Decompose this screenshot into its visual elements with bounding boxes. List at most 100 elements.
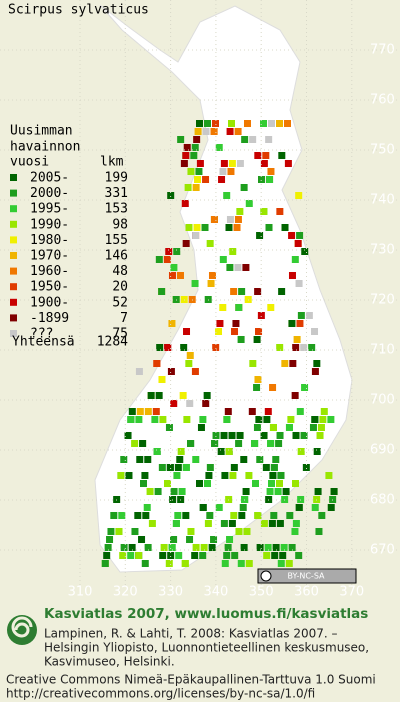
dot xyxy=(153,448,161,455)
dot xyxy=(277,472,285,479)
dot xyxy=(320,408,328,415)
dot xyxy=(268,120,275,127)
dot xyxy=(182,512,190,519)
observation-dots xyxy=(101,120,338,567)
dot xyxy=(249,360,257,367)
dot xyxy=(165,560,173,567)
dot xyxy=(227,168,235,175)
legend-swatch xyxy=(10,205,17,213)
dot xyxy=(237,560,245,567)
dot xyxy=(202,176,210,183)
legend-swatch xyxy=(10,189,17,197)
dot xyxy=(210,536,218,543)
dot xyxy=(238,288,246,295)
dot xyxy=(271,552,279,559)
dot xyxy=(260,160,268,167)
legend-count: 199 xyxy=(105,171,128,186)
dot xyxy=(173,472,181,479)
dot xyxy=(191,368,199,375)
legend-count: 20 xyxy=(112,280,128,295)
grid-x-label: 310 xyxy=(68,585,93,600)
dot xyxy=(144,408,152,415)
dot xyxy=(228,160,236,167)
dot xyxy=(308,344,316,351)
dot xyxy=(165,424,173,431)
dot xyxy=(240,184,248,191)
dot xyxy=(115,528,123,535)
dot xyxy=(281,360,289,367)
dot xyxy=(314,488,322,495)
dot xyxy=(220,160,228,167)
dot xyxy=(183,416,191,423)
dot xyxy=(230,512,238,519)
legend-column: lkm xyxy=(100,155,124,170)
dot xyxy=(163,256,171,263)
dot xyxy=(167,368,175,375)
dot xyxy=(253,336,261,343)
dot xyxy=(168,544,176,551)
dot xyxy=(176,456,184,463)
legend-total: 1284 xyxy=(97,335,128,350)
dot xyxy=(146,488,154,495)
dot xyxy=(192,184,200,191)
dot xyxy=(330,488,338,495)
dot xyxy=(292,480,299,487)
dot xyxy=(167,192,175,199)
legend-swatch xyxy=(10,236,17,244)
dot xyxy=(196,160,204,167)
dot xyxy=(289,360,297,367)
legend-total-label: Yhteensä xyxy=(12,335,75,350)
dot xyxy=(136,408,144,415)
legend-label: 1990- xyxy=(30,217,69,232)
dot xyxy=(180,344,188,351)
legend-label: 1995- xyxy=(30,202,69,217)
dot xyxy=(317,424,325,431)
dot xyxy=(204,480,211,487)
dot xyxy=(191,280,199,287)
dot xyxy=(184,184,192,191)
dot xyxy=(106,536,114,543)
dot xyxy=(297,312,305,319)
dot xyxy=(196,120,203,127)
dot xyxy=(195,168,203,175)
dot xyxy=(217,448,225,455)
dot xyxy=(313,448,321,455)
dot xyxy=(182,152,190,159)
dot xyxy=(228,432,236,439)
legend-swatch xyxy=(10,174,17,181)
dot xyxy=(272,456,280,463)
dot xyxy=(263,552,271,559)
dot xyxy=(269,424,277,431)
grid-x-label: 360 xyxy=(294,585,319,600)
dot xyxy=(147,392,155,399)
dot xyxy=(224,544,232,551)
dot xyxy=(254,152,262,159)
dot xyxy=(186,536,194,543)
dot xyxy=(295,280,303,287)
dot xyxy=(327,504,335,511)
grid-y-label: 710 xyxy=(370,343,395,358)
dot xyxy=(266,488,274,495)
dot xyxy=(212,344,220,351)
dot xyxy=(206,464,214,471)
dot xyxy=(200,544,208,551)
legend-label: 2000- xyxy=(30,186,69,201)
dot xyxy=(235,528,243,535)
dot xyxy=(168,272,176,279)
legend-count: 153 xyxy=(105,202,128,217)
dot xyxy=(276,344,284,351)
dot xyxy=(269,384,277,391)
legend-swatch xyxy=(10,298,17,306)
dot xyxy=(229,248,237,255)
dot xyxy=(204,120,211,127)
dot xyxy=(281,224,289,231)
dot xyxy=(267,440,275,447)
dot xyxy=(143,504,151,511)
dot xyxy=(237,336,245,343)
dot xyxy=(156,344,164,351)
dot xyxy=(210,128,218,135)
dot xyxy=(144,456,152,463)
dot xyxy=(178,488,186,495)
